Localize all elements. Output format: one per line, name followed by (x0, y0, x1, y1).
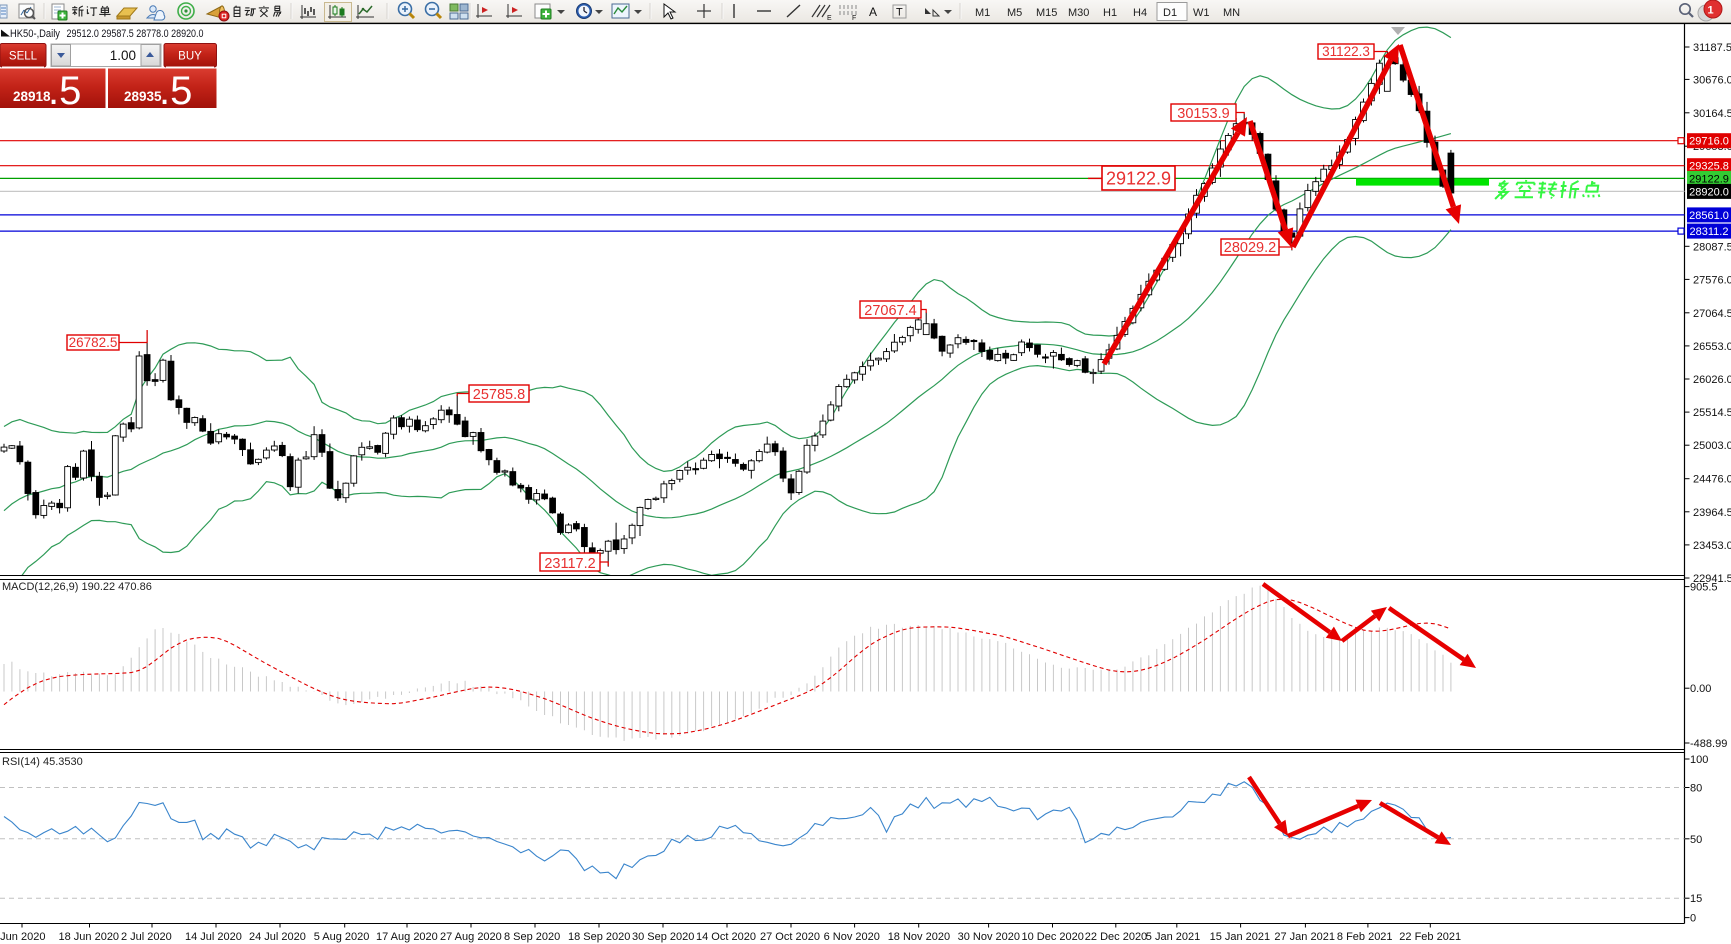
svg-text:F: F (852, 15, 856, 22)
svg-text:1.00: 1.00 (110, 48, 136, 63)
svg-text:30153.9: 30153.9 (1177, 106, 1229, 122)
svg-text:28935: 28935 (124, 89, 162, 104)
svg-text:5 Jan 2021: 5 Jan 2021 (1146, 931, 1200, 943)
svg-text:W1: W1 (1193, 7, 1210, 19)
svg-text:26553.0: 26553.0 (1693, 341, 1731, 353)
svg-text:25003.0: 25003.0 (1693, 440, 1731, 452)
svg-text:2 Jul 2020: 2 Jul 2020 (121, 931, 172, 943)
svg-text:26782.5: 26782.5 (69, 335, 118, 350)
svg-text:28087.5: 28087.5 (1693, 241, 1731, 253)
svg-text:28920.0: 28920.0 (1689, 186, 1729, 198)
svg-text:29122.9: 29122.9 (1106, 169, 1171, 189)
svg-text:30 Nov 2020: 30 Nov 2020 (958, 931, 1020, 943)
svg-text:50: 50 (1690, 834, 1702, 846)
svg-text:22 Feb 2021: 22 Feb 2021 (1399, 931, 1461, 943)
svg-text:T: T (896, 7, 903, 19)
svg-text:4 Jun 2020: 4 Jun 2020 (0, 931, 45, 943)
svg-text:MACD(12,26,9) 190.22 470.86: MACD(12,26,9) 190.22 470.86 (2, 581, 152, 593)
svg-text:.5: .5 (48, 69, 81, 113)
svg-text:MN: MN (1223, 7, 1240, 19)
svg-text:SELL: SELL (9, 51, 38, 63)
svg-text:23453.0: 23453.0 (1693, 540, 1731, 552)
svg-text:30164.5: 30164.5 (1693, 108, 1731, 120)
svg-text:A: A (869, 5, 877, 19)
svg-text:28561.0: 28561.0 (1689, 210, 1729, 222)
svg-text:24 Jul 2020: 24 Jul 2020 (249, 931, 306, 943)
svg-text:28311.2: 28311.2 (1690, 226, 1729, 238)
svg-text:31122.3: 31122.3 (1322, 44, 1370, 59)
svg-text:10 Dec 2020: 10 Dec 2020 (1022, 931, 1084, 943)
svg-text:27 Aug 2020: 27 Aug 2020 (440, 931, 502, 943)
svg-text:29122.9: 29122.9 (1689, 173, 1729, 185)
svg-text:23117.2: 23117.2 (544, 556, 595, 572)
svg-text:30 Sep 2020: 30 Sep 2020 (632, 931, 694, 943)
svg-text:30676.0: 30676.0 (1693, 74, 1731, 86)
svg-text:M1: M1 (975, 7, 990, 19)
svg-text:22941.5: 22941.5 (1693, 573, 1731, 585)
svg-text:27064.5: 27064.5 (1693, 308, 1731, 320)
svg-text:26026.0: 26026.0 (1693, 374, 1731, 386)
svg-text:8 Sep 2020: 8 Sep 2020 (504, 931, 560, 943)
svg-text:H1: H1 (1103, 7, 1117, 19)
svg-text:.5: .5 (159, 69, 192, 113)
svg-text:14 Jul 2020: 14 Jul 2020 (185, 931, 242, 943)
svg-text:29512.0 29587.5 28778.0 28920.: 29512.0 29587.5 28778.0 28920.0 (67, 28, 204, 40)
svg-text:6 Nov 2020: 6 Nov 2020 (824, 931, 880, 943)
svg-text:8 Feb 2021: 8 Feb 2021 (1337, 931, 1393, 943)
svg-text:M5: M5 (1007, 7, 1022, 19)
svg-text:18 Jun 2020: 18 Jun 2020 (59, 931, 120, 943)
svg-text:22 Dec 2020: 22 Dec 2020 (1085, 931, 1147, 943)
svg-text:-488.99: -488.99 (1690, 738, 1727, 750)
svg-text:1: 1 (1707, 5, 1713, 17)
svg-text:5 Aug 2020: 5 Aug 2020 (314, 931, 370, 943)
svg-text:27 Jan 2021: 27 Jan 2021 (1274, 931, 1335, 943)
svg-text:15: 15 (1690, 893, 1702, 905)
svg-text:18 Nov 2020: 18 Nov 2020 (888, 931, 950, 943)
svg-text:HK50-,Daily: HK50-,Daily (10, 28, 60, 40)
svg-text:0.00: 0.00 (1690, 683, 1711, 695)
svg-text:27 Oct 2020: 27 Oct 2020 (760, 931, 820, 943)
svg-text:28029.2: 28029.2 (1224, 240, 1276, 256)
svg-text:M30: M30 (1068, 7, 1089, 19)
svg-text:D1: D1 (1163, 7, 1177, 19)
svg-text:27576.0: 27576.0 (1693, 274, 1731, 286)
svg-text:14 Oct 2020: 14 Oct 2020 (696, 931, 756, 943)
svg-text:H4: H4 (1133, 7, 1147, 19)
svg-text:24476.0: 24476.0 (1693, 474, 1731, 486)
svg-text:25785.8: 25785.8 (473, 387, 525, 403)
svg-text:18 Sep 2020: 18 Sep 2020 (568, 931, 630, 943)
svg-text:80: 80 (1690, 783, 1702, 795)
svg-text:905.5: 905.5 (1690, 582, 1718, 594)
svg-text:28918: 28918 (13, 89, 51, 104)
svg-text:29716.0: 29716.0 (1689, 136, 1729, 148)
svg-text:23964.5: 23964.5 (1693, 507, 1731, 519)
svg-text:BUY: BUY (178, 51, 202, 63)
svg-text:E: E (827, 15, 832, 22)
svg-text:0: 0 (1690, 913, 1696, 925)
svg-text:15 Jan 2021: 15 Jan 2021 (1210, 931, 1271, 943)
svg-text:25514.5: 25514.5 (1693, 407, 1731, 419)
svg-text:M15: M15 (1036, 7, 1057, 19)
svg-text:31187.5: 31187.5 (1693, 42, 1731, 54)
svg-text:RSI(14) 45.3530: RSI(14) 45.3530 (2, 756, 83, 768)
svg-text:100: 100 (1690, 754, 1708, 766)
svg-text:27067.4: 27067.4 (864, 303, 916, 319)
svg-text:17 Aug 2020: 17 Aug 2020 (376, 931, 438, 943)
svg-text:29325.8: 29325.8 (1689, 161, 1729, 173)
